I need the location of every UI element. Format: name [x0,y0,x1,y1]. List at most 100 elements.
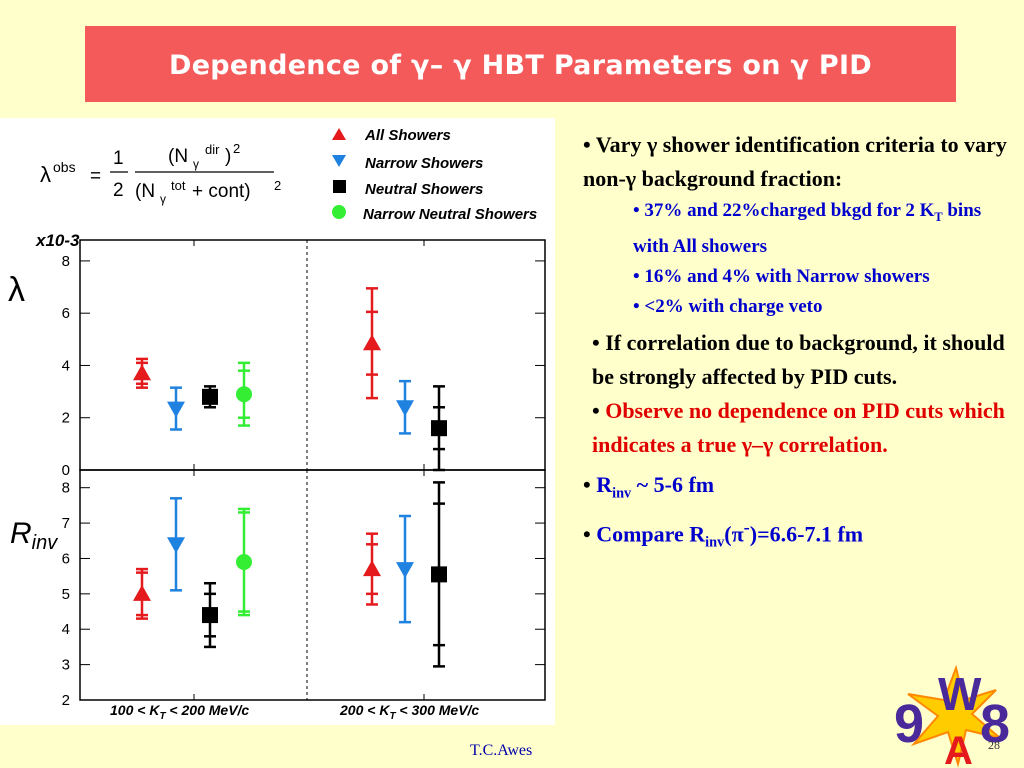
logo-digit-8: 8 [980,694,1010,754]
rinv-point-narrow-showers [396,562,414,579]
legend-marker-neutral-showers [333,180,346,193]
legend-label-neutral-showers: Neutral Showers [365,181,483,198]
bullet-compare-dot: • [583,521,597,547]
lambda-point-neutral-showers [202,388,218,405]
bullet-vary-post: shower identification criteria to vary n… [583,132,1007,191]
lambda-ytick-label: 6 [62,305,70,322]
legend-marker-narrow-showers [332,155,346,167]
formula-den1: 2 [113,180,124,201]
legend-label-all-showers: All Showers [364,127,451,144]
lambda-point-all-showers [133,364,151,381]
lambda-obs-formula: λ obs = 1 2 (N γ dir ) 2 (N γ tot + cont… [40,141,281,206]
bullet-rinv-value: • Rinv ~ 5-6 fm [583,468,1013,510]
lambda-ytick-label: 8 [62,253,70,270]
lambda-point-all-showers [363,334,381,351]
formula-num2-a: (N [168,146,188,167]
logo-star-icon [907,664,1001,768]
bullet-observe-dot: • [592,397,606,423]
lambda-ytick-label: 4 [62,357,70,374]
wa98-logo: 9 W A 8 [894,664,1010,768]
footer-author: T.C.Awes [470,742,533,759]
chart-panel: λ obs = 1 2 (N γ dir ) 2 (N γ tot + cont… [0,118,555,725]
formula-num2-sub: γ [193,157,199,171]
legend-label-narrow-showers: Narrow Showers [365,155,483,172]
bullet-vary-pre: • Vary [583,132,647,157]
bullet-compare: • Compare Rinv(π-)=6.6-7.1 fm [583,510,1013,560]
rinv-ytick-label: 8 [62,480,70,497]
slide-title: Dependence of γ– γ HBT Parameters on γ P… [168,50,872,81]
formula-den2-sup: tot [171,178,186,193]
bullet-compare-sup: - [743,517,750,538]
bullet-compare-sub: inv [705,534,725,551]
logo-letter-w: W [938,668,982,720]
formula-den2-exp: 2 [274,178,281,193]
bullet-correlation-text: • If correlation due to background, it s… [592,329,1005,389]
rinv-ytick-label: 5 [62,586,70,603]
lambda-point-neutral-showers [431,420,447,437]
x-axis-labels: 100 < KT < 200 MeV/c 200 < KT < 300 MeV/… [110,702,479,722]
bullet-rinv-sub: inv [612,485,632,502]
legend-marker-narrow-neutral-showers [332,205,346,219]
page-number: 28 [988,738,1000,752]
bullet-rinv-dot: • [583,471,597,497]
rinv-ytick-label: 3 [62,657,70,674]
rinv-ytick-label: 6 [62,550,70,567]
lambda-scale-label: x10-3 [35,231,80,250]
sub-bullet-1: • 37% and 22%charged bkgd for 2 KT bins … [633,196,1013,262]
bullet-vary: • Vary γ shower identification criteria … [583,128,1013,196]
x-label-bin-1: 100 < KT < 200 MeV/c [110,702,249,722]
bullet-rinv-b: ~ 5-6 fm [631,471,715,497]
rinv-ytick-label: 2 [62,692,70,709]
logo-digit-9: 9 [894,694,924,754]
rinv-point-all-showers [363,560,381,577]
plot-layer: 0 2 4 6 8 2 3 4 5 6 7 8 [62,239,546,709]
rinv-frame [79,469,546,701]
formula-den2-a: (N [135,181,155,202]
rinv-ytick-label: 7 [62,515,70,532]
formula-num1: 1 [113,148,124,169]
bullet-compare-a: Compare R [596,521,706,547]
rinv-point-narrow-neutral-showers [236,554,252,570]
bullet-rinv: • Rinv ~ 5-6 fm • Compare Rinv(π-)=6.6-7… [583,468,1013,560]
formula-num2-sup: dir [205,142,220,157]
bullet-rinv-a: R [596,471,613,497]
formula-den2-b: + cont) [192,181,251,202]
formula-num2-b: ) [225,146,231,167]
bullet-vary-gamma: γ [646,132,658,157]
bullet-correlation: • If correlation due to background, it s… [592,326,1013,462]
sub-bullet-3: • <2% with charge veto [633,295,823,317]
lambda-axis-label: λ [8,271,25,309]
lambda-point-narrow-showers [167,401,185,418]
lambda-ytick-label: 2 [62,410,70,427]
legend-label-narrow-neutral-showers: Narrow Neutral Showers [363,206,537,223]
rinv-point-neutral-showers [202,607,218,624]
rinv-ytick-label: 4 [62,621,70,638]
rinv-point-neutral-showers [431,566,447,583]
hbt-chart: λ obs = 1 2 (N γ dir ) 2 (N γ tot + cont… [8,127,546,722]
lambda-point-narrow-showers [396,400,414,417]
logo-letter-a: A [944,729,973,768]
formula-lhs: λ [40,162,51,187]
bullet-observe: • Observe no dependence on PID cuts whic… [592,394,1013,462]
bullet-observe-text: Observe no dependence on PID cuts which … [592,397,1005,457]
formula-num2-exp: 2 [233,141,240,156]
legend: All Showers Narrow Showers Neutral Showe… [332,127,537,223]
sub-bullet-1-b: bins with All showers [633,200,982,257]
lambda-ytick-label: 0 [62,462,70,479]
sub-bullet-2: • 16% and 4% with Narrow showers [633,265,930,287]
sub-bullet-1-a: • 37% and 22%charged bkgd for 2 K [633,200,935,221]
formula-den2-sub: γ [160,192,166,206]
x-label-bin-2: 200 < KT < 300 MeV/c [339,702,479,722]
legend-marker-all-showers [332,128,346,140]
title-bar: Dependence of γ– γ HBT Parameters on γ P… [85,26,956,102]
bullet-list: • Vary γ shower identification criteria … [583,128,1013,560]
sub-bullet-1-sub: T [934,209,943,224]
formula-eq: = [90,166,101,187]
rinv-point-narrow-showers [167,537,185,554]
formula-lhs-sup: obs [53,159,76,175]
lambda-frame [79,239,546,471]
lambda-point-narrow-neutral-showers [236,386,252,403]
bullet-compare-b: (π [724,521,744,547]
rinv-axis-label: Rinv [10,517,58,554]
rinv-point-all-showers [133,584,151,601]
